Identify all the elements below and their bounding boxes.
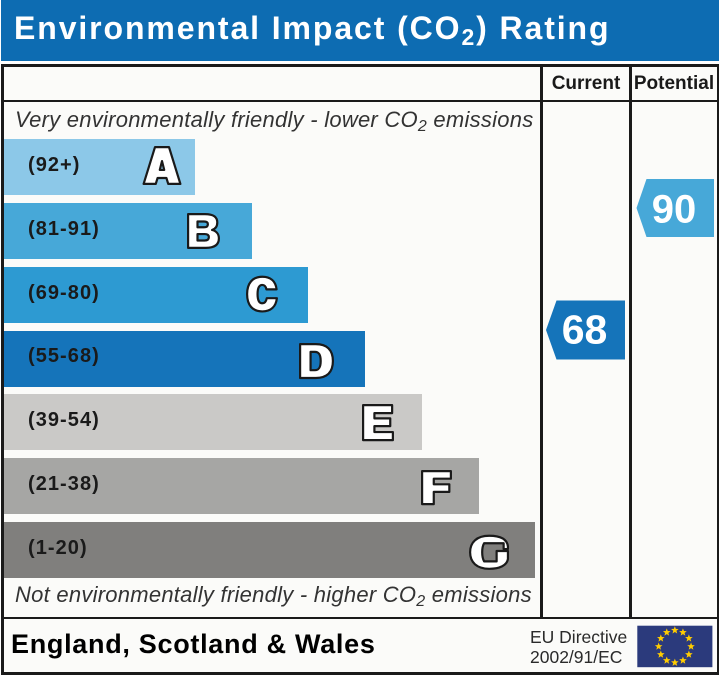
svg-text:68: 68 [562, 307, 608, 353]
svg-text:90: 90 [652, 188, 697, 232]
